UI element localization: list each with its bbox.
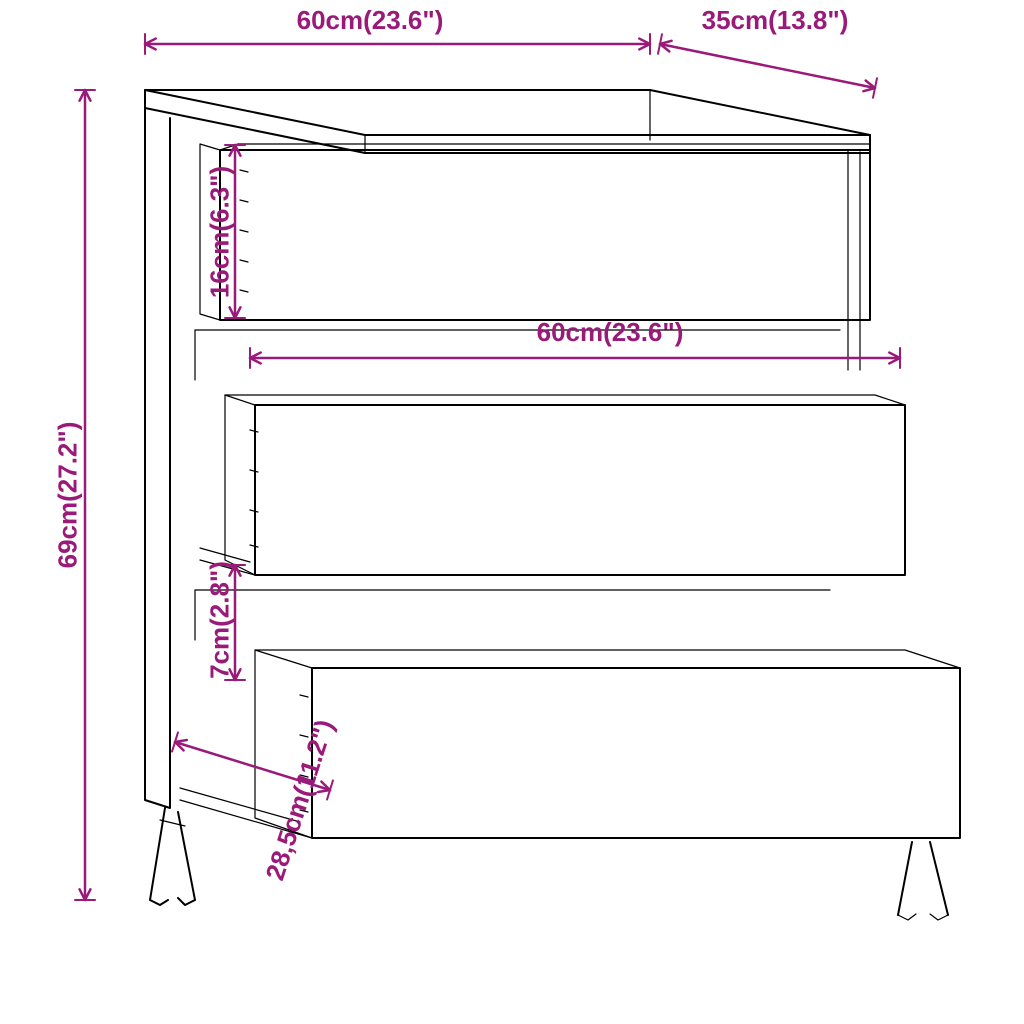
- legs: [150, 150, 948, 920]
- drawer-1: [200, 144, 870, 320]
- dimension-annotations: [75, 34, 900, 900]
- drawer-2: [200, 395, 905, 575]
- cabinet-outline: [145, 90, 960, 920]
- furniture-dimension-diagram: [0, 0, 1024, 1024]
- drawer-3: [180, 650, 960, 838]
